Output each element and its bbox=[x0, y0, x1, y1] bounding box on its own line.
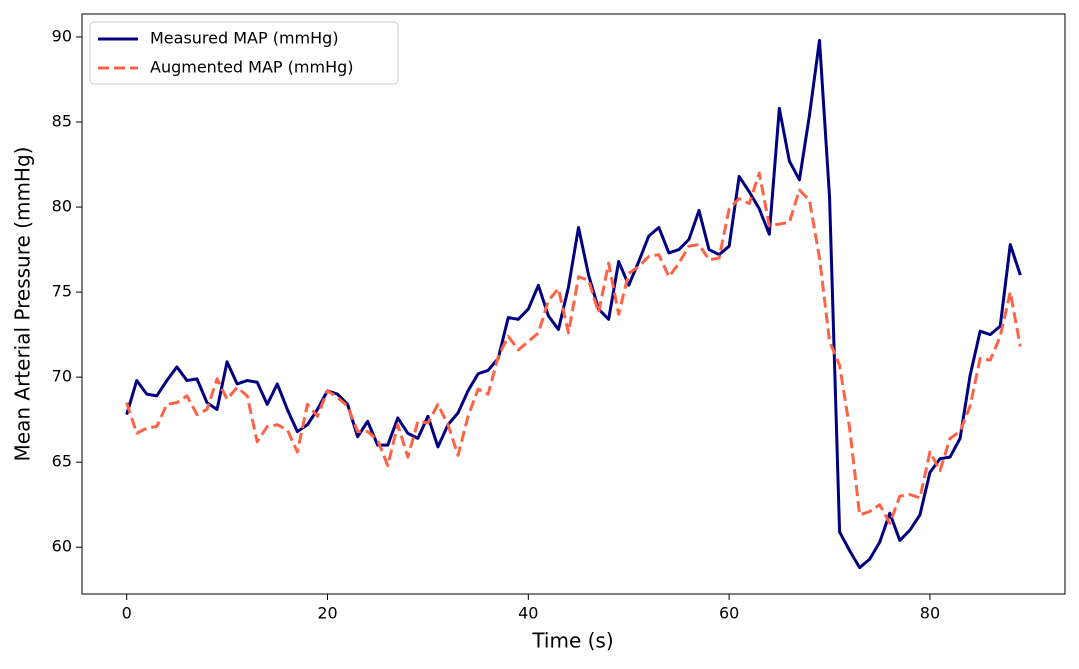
legend-box bbox=[89, 21, 399, 85]
y-tick-label: 60 bbox=[52, 537, 72, 556]
y-tick-label: 75 bbox=[52, 282, 72, 301]
series-line bbox=[125, 171, 1022, 525]
series-line bbox=[125, 38, 1022, 570]
x-axis-label: Time (s) bbox=[531, 629, 613, 653]
y-tick-label: 90 bbox=[52, 26, 72, 45]
x-tick-label: 20 bbox=[317, 604, 337, 623]
y-tick-label: 70 bbox=[52, 367, 72, 386]
plot-frame bbox=[81, 13, 1066, 595]
x-tick-label: 80 bbox=[920, 604, 940, 623]
y-axis-label: Mean Arterial Pressure (mmHg) bbox=[11, 147, 35, 462]
legend-label: Augmented MAP (mmHg) bbox=[150, 58, 354, 77]
x-tick-label: 40 bbox=[518, 604, 538, 623]
legend-label: Measured MAP (mmHg) bbox=[150, 29, 339, 48]
x-tick-label: 60 bbox=[719, 604, 739, 623]
y-tick-label: 65 bbox=[52, 452, 72, 471]
y-tick-label: 85 bbox=[52, 112, 72, 131]
y-tick-label: 80 bbox=[52, 197, 72, 216]
x-tick-label: 0 bbox=[122, 604, 132, 623]
